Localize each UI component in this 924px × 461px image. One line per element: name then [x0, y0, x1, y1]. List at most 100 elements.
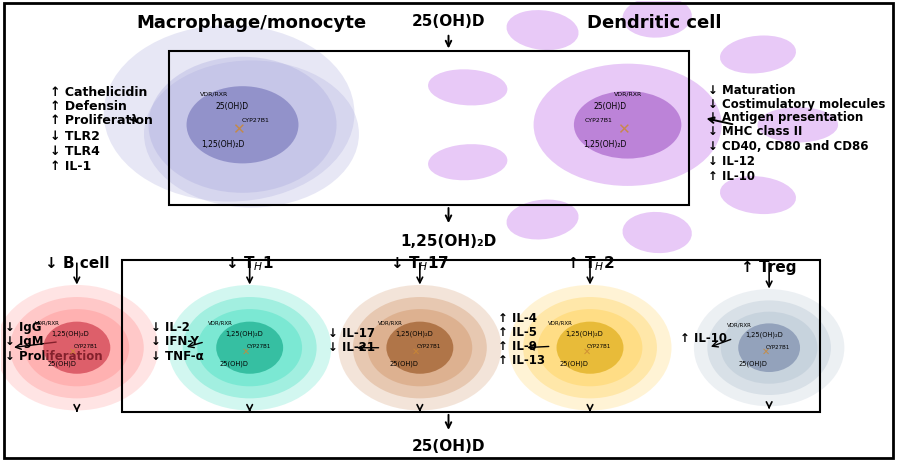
Text: VDR/RXR: VDR/RXR	[548, 321, 573, 326]
Text: Dendritic cell: Dendritic cell	[588, 14, 722, 32]
Ellipse shape	[368, 309, 472, 386]
Text: VDR/RXR: VDR/RXR	[200, 92, 228, 97]
Text: ↓ T$_H$17: ↓ T$_H$17	[390, 254, 449, 273]
Text: CYP27B1: CYP27B1	[585, 118, 613, 123]
Text: ✕: ✕	[412, 346, 420, 356]
Text: VDR/RXR: VDR/RXR	[614, 92, 642, 97]
Ellipse shape	[506, 10, 578, 50]
Text: 1,25(OH)₂D: 1,25(OH)₂D	[565, 330, 603, 337]
Ellipse shape	[183, 297, 317, 398]
Text: CYP27B1: CYP27B1	[417, 344, 441, 349]
Text: 1,25(OH)₂D: 1,25(OH)₂D	[52, 330, 90, 337]
Ellipse shape	[508, 285, 672, 410]
Text: 25(OH)D: 25(OH)D	[215, 102, 249, 111]
Text: ↑ IL-10: ↑ IL-10	[679, 332, 726, 345]
Ellipse shape	[556, 322, 624, 374]
Ellipse shape	[0, 285, 158, 410]
Text: ↑ IL-9: ↑ IL-9	[498, 340, 537, 353]
Ellipse shape	[623, 212, 692, 253]
Text: ↑ Defensin: ↑ Defensin	[50, 100, 127, 113]
Text: ↑ IL-13: ↑ IL-13	[498, 354, 545, 366]
Ellipse shape	[338, 285, 502, 410]
Text: ↓ CD40, CD80 and CD86: ↓ CD40, CD80 and CD86	[708, 140, 869, 153]
Ellipse shape	[353, 297, 487, 398]
Text: ✕: ✕	[582, 346, 590, 356]
Text: CYP27B1: CYP27B1	[74, 344, 98, 349]
Ellipse shape	[149, 57, 336, 193]
Text: CYP27B1: CYP27B1	[587, 344, 611, 349]
Text: Macrophage/monocyte: Macrophage/monocyte	[137, 14, 367, 32]
Text: ↓ IgM: ↓ IgM	[6, 335, 43, 348]
Text: 1,25(OH)₂D: 1,25(OH)₂D	[201, 140, 245, 148]
Text: ↓ B cell: ↓ B cell	[44, 256, 109, 271]
Text: ↓ Costimulatory molecules: ↓ Costimulatory molecules	[708, 98, 885, 111]
Ellipse shape	[24, 309, 129, 386]
Text: CYP27B1: CYP27B1	[766, 345, 790, 350]
Ellipse shape	[720, 176, 796, 214]
Ellipse shape	[758, 107, 838, 142]
Text: ↓ IL-21: ↓ IL-21	[328, 341, 374, 354]
Text: 25(OH)D: 25(OH)D	[219, 361, 248, 367]
Text: VDR/RXR: VDR/RXR	[208, 321, 233, 326]
Ellipse shape	[144, 60, 359, 207]
Text: ✕: ✕	[617, 122, 629, 137]
Text: ✕: ✕	[69, 346, 78, 356]
Text: ↑ IL-10: ↑ IL-10	[708, 170, 755, 183]
Text: VDR/RXR: VDR/RXR	[727, 322, 752, 327]
Text: ↓ IgG: ↓ IgG	[6, 320, 42, 333]
Ellipse shape	[10, 297, 144, 398]
Bar	[169, 51, 688, 205]
Text: 1,25(OH)₂D: 1,25(OH)₂D	[584, 140, 626, 148]
Text: ↓ IL-2: ↓ IL-2	[152, 320, 190, 333]
Text: ↓ MHC class II: ↓ MHC class II	[708, 125, 803, 138]
Ellipse shape	[720, 35, 796, 73]
Text: 25(OH)D: 25(OH)D	[412, 14, 485, 30]
Text: ↓ IFN-Y: ↓ IFN-Y	[152, 335, 199, 348]
Text: ↑ IL-4: ↑ IL-4	[498, 312, 537, 325]
Text: ↓ Antigen presentation: ↓ Antigen presentation	[708, 112, 864, 124]
Ellipse shape	[523, 297, 657, 398]
Ellipse shape	[533, 64, 722, 186]
Text: 1,25(OH)₂D: 1,25(OH)₂D	[745, 331, 783, 338]
Ellipse shape	[428, 144, 507, 180]
Text: ↓ Proliferation: ↓ Proliferation	[6, 350, 103, 363]
Text: ↑ T$_H$2: ↑ T$_H$2	[565, 254, 614, 273]
Ellipse shape	[721, 312, 818, 384]
Text: 25(OH)D: 25(OH)D	[593, 102, 626, 111]
Text: ↓ IL-17: ↓ IL-17	[328, 327, 374, 340]
Text: ↓ TNF-α: ↓ TNF-α	[152, 350, 204, 363]
Ellipse shape	[198, 309, 302, 386]
Text: ✕: ✕	[761, 346, 770, 356]
Ellipse shape	[43, 322, 110, 374]
Text: 1,25(OH)₂D: 1,25(OH)₂D	[395, 330, 433, 337]
Text: ↓ TLR2: ↓ TLR2	[50, 130, 100, 143]
Ellipse shape	[386, 322, 454, 374]
Ellipse shape	[187, 86, 298, 163]
Text: 25(OH)D: 25(OH)D	[738, 361, 768, 367]
Text: 1,25(OH)₂D: 1,25(OH)₂D	[225, 330, 263, 337]
Ellipse shape	[428, 69, 507, 106]
Ellipse shape	[538, 309, 642, 386]
Ellipse shape	[708, 301, 831, 395]
Text: ↑ Proliferation: ↑ Proliferation	[50, 114, 152, 127]
Text: 25(OH)D: 25(OH)D	[412, 439, 485, 454]
Ellipse shape	[103, 25, 355, 201]
Text: ↑ Cathelicidin: ↑ Cathelicidin	[50, 86, 147, 99]
Ellipse shape	[168, 285, 331, 410]
Text: CYP27B1: CYP27B1	[247, 344, 271, 349]
Ellipse shape	[738, 323, 800, 372]
Ellipse shape	[574, 91, 681, 159]
Text: ↓ IL-12: ↓ IL-12	[708, 155, 755, 168]
Text: 1,25(OH)₂D: 1,25(OH)₂D	[400, 235, 496, 249]
Text: ✕: ✕	[242, 346, 250, 356]
Ellipse shape	[623, 0, 692, 38]
Text: ↑ Treg: ↑ Treg	[741, 260, 796, 275]
Ellipse shape	[694, 289, 845, 406]
Ellipse shape	[506, 200, 578, 240]
Text: VDR/RXR: VDR/RXR	[35, 321, 60, 326]
Text: ↑ IL-5: ↑ IL-5	[498, 326, 537, 339]
Text: VDR/RXR: VDR/RXR	[378, 321, 403, 326]
Text: ↓ T$_H$1: ↓ T$_H$1	[225, 254, 274, 273]
Text: ↓ Maturation: ↓ Maturation	[708, 84, 796, 97]
Text: ↓ TLR4: ↓ TLR4	[50, 145, 100, 158]
